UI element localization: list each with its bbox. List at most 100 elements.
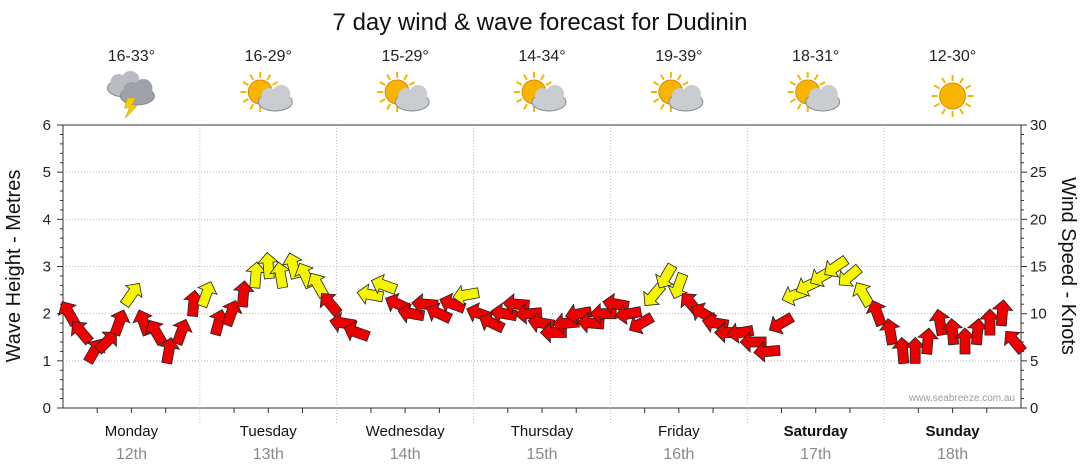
day-date: 17th bbox=[800, 446, 831, 463]
wind-arrow bbox=[904, 336, 927, 364]
right-tick-label: 30 bbox=[1030, 117, 1047, 134]
sun-ray bbox=[249, 74, 255, 81]
sun-ray bbox=[545, 81, 552, 86]
wind-arrow bbox=[70, 321, 94, 346]
left-axis: 0 1 2 3 4 5 6 bbox=[43, 117, 63, 417]
day-header-thursday: 14-34° bbox=[514, 48, 567, 112]
wind-arrow bbox=[490, 302, 518, 324]
wind-arrow bbox=[878, 318, 901, 346]
y-left-axis-title: Wave Height - Metres bbox=[3, 170, 25, 363]
sun-ray bbox=[516, 81, 523, 86]
cloud-puff bbox=[546, 85, 564, 103]
sun-ray bbox=[959, 108, 964, 115]
temperature-range: 19-39° bbox=[655, 48, 702, 65]
wind-arrow bbox=[452, 284, 480, 307]
temperature-range: 18-31° bbox=[792, 48, 839, 65]
day-date: 13th bbox=[253, 446, 284, 463]
sun-ray bbox=[653, 98, 660, 103]
wind-arrow bbox=[824, 254, 850, 278]
day-header-sunday: 12-30° bbox=[929, 48, 976, 117]
cloud-puff bbox=[819, 85, 838, 103]
wind-arrow bbox=[614, 303, 643, 326]
day-footer-thursday: Thursday 15th bbox=[511, 423, 574, 463]
sun-ray bbox=[796, 103, 802, 110]
day-date: 14th bbox=[390, 446, 421, 463]
wind-arrow bbox=[93, 331, 117, 355]
sun-ray bbox=[540, 74, 545, 81]
left-tick-label: 0 bbox=[43, 400, 51, 417]
sun-ray bbox=[523, 103, 528, 110]
sun-ray bbox=[403, 74, 409, 81]
sun-ray bbox=[965, 84, 972, 90]
sun-ray bbox=[653, 81, 660, 86]
wind-arrow bbox=[515, 303, 543, 325]
wind-arrow bbox=[171, 318, 193, 346]
temperature-range: 16-33° bbox=[108, 48, 155, 65]
wind-arrow bbox=[221, 300, 243, 328]
sun-ray bbox=[271, 81, 279, 86]
wind-arrow bbox=[57, 301, 81, 328]
wind-arrow bbox=[269, 261, 291, 290]
day-name: Friday bbox=[658, 423, 700, 440]
wind-arrow bbox=[397, 302, 426, 324]
sun-cloud-icon bbox=[787, 72, 841, 112]
day-labels-row: Monday 12th Tuesday 13th Wednesday 14th Thursd… bbox=[105, 423, 981, 463]
wind-arrow bbox=[991, 299, 1014, 327]
temperature-range: 14-34° bbox=[518, 48, 565, 65]
wind-arrow bbox=[426, 302, 453, 324]
sun-ray bbox=[516, 98, 523, 103]
temperature-range: 15-29° bbox=[381, 48, 428, 65]
day-footer-wednesday: Wednesday 14th bbox=[366, 423, 445, 463]
right-tick-label: 0 bbox=[1030, 400, 1038, 417]
day-header-saturday: 18-31° bbox=[787, 48, 841, 112]
sun-ray bbox=[242, 98, 249, 103]
day-footer-saturday: Saturday 17th bbox=[784, 423, 849, 463]
sun-ray bbox=[523, 74, 528, 81]
plot-border bbox=[62, 124, 1022, 409]
wind-arrow bbox=[978, 308, 1001, 336]
wind-arrow bbox=[838, 263, 863, 287]
sun-ray bbox=[813, 74, 819, 81]
day-weather-row: 16-33° 16-29° 15-29° 14-34° 19-39° 18-31° 12-3… bbox=[106, 48, 976, 119]
day-name: Sunday bbox=[925, 423, 980, 440]
day-name: Thursday bbox=[511, 423, 574, 440]
wind-arrow bbox=[667, 271, 689, 300]
wind-arrow bbox=[954, 327, 976, 355]
wind-arrow bbox=[966, 317, 989, 346]
wind-arrow bbox=[628, 312, 655, 335]
sun-cloud-icon bbox=[650, 72, 704, 112]
day-name: Wednesday bbox=[366, 423, 445, 440]
day-date: 12th bbox=[116, 446, 147, 463]
day-footer-tuesday: Tuesday 13th bbox=[240, 423, 297, 463]
sun-ray bbox=[965, 102, 972, 108]
lightning-bolt bbox=[124, 97, 138, 119]
sun-ray bbox=[676, 74, 682, 81]
sun-ray bbox=[682, 81, 689, 86]
wind-arrow bbox=[306, 272, 329, 299]
sun-ray bbox=[659, 74, 665, 81]
day-date: 18th bbox=[937, 446, 968, 463]
wind-arrow bbox=[564, 303, 593, 326]
sun-ray bbox=[933, 84, 941, 90]
wind-arrow bbox=[478, 311, 506, 334]
wind-arrow bbox=[319, 293, 343, 318]
wind-arrow bbox=[182, 289, 205, 318]
sun-ray bbox=[933, 102, 941, 108]
sun-ray bbox=[266, 74, 272, 81]
wind-arrow bbox=[753, 340, 781, 363]
sun-ray bbox=[796, 74, 802, 81]
temperature-range: 16-29° bbox=[245, 48, 292, 65]
left-tick-label: 6 bbox=[43, 117, 51, 134]
sun-ray bbox=[789, 81, 797, 86]
sun-ray bbox=[941, 77, 946, 84]
wind-arrow bbox=[1004, 330, 1027, 355]
right-tick-label: 25 bbox=[1030, 164, 1047, 181]
sun-ray bbox=[408, 81, 415, 86]
right-tick-label: 10 bbox=[1030, 306, 1047, 323]
y-right-axis-title: Wind Speed - Knots bbox=[1057, 177, 1079, 355]
right-axis: 0 5 10 15 20 25 30 bbox=[96, 117, 1047, 417]
cloud-puff bbox=[409, 85, 428, 103]
wind-arrow bbox=[655, 262, 678, 289]
left-tick-label: 1 bbox=[43, 353, 51, 370]
